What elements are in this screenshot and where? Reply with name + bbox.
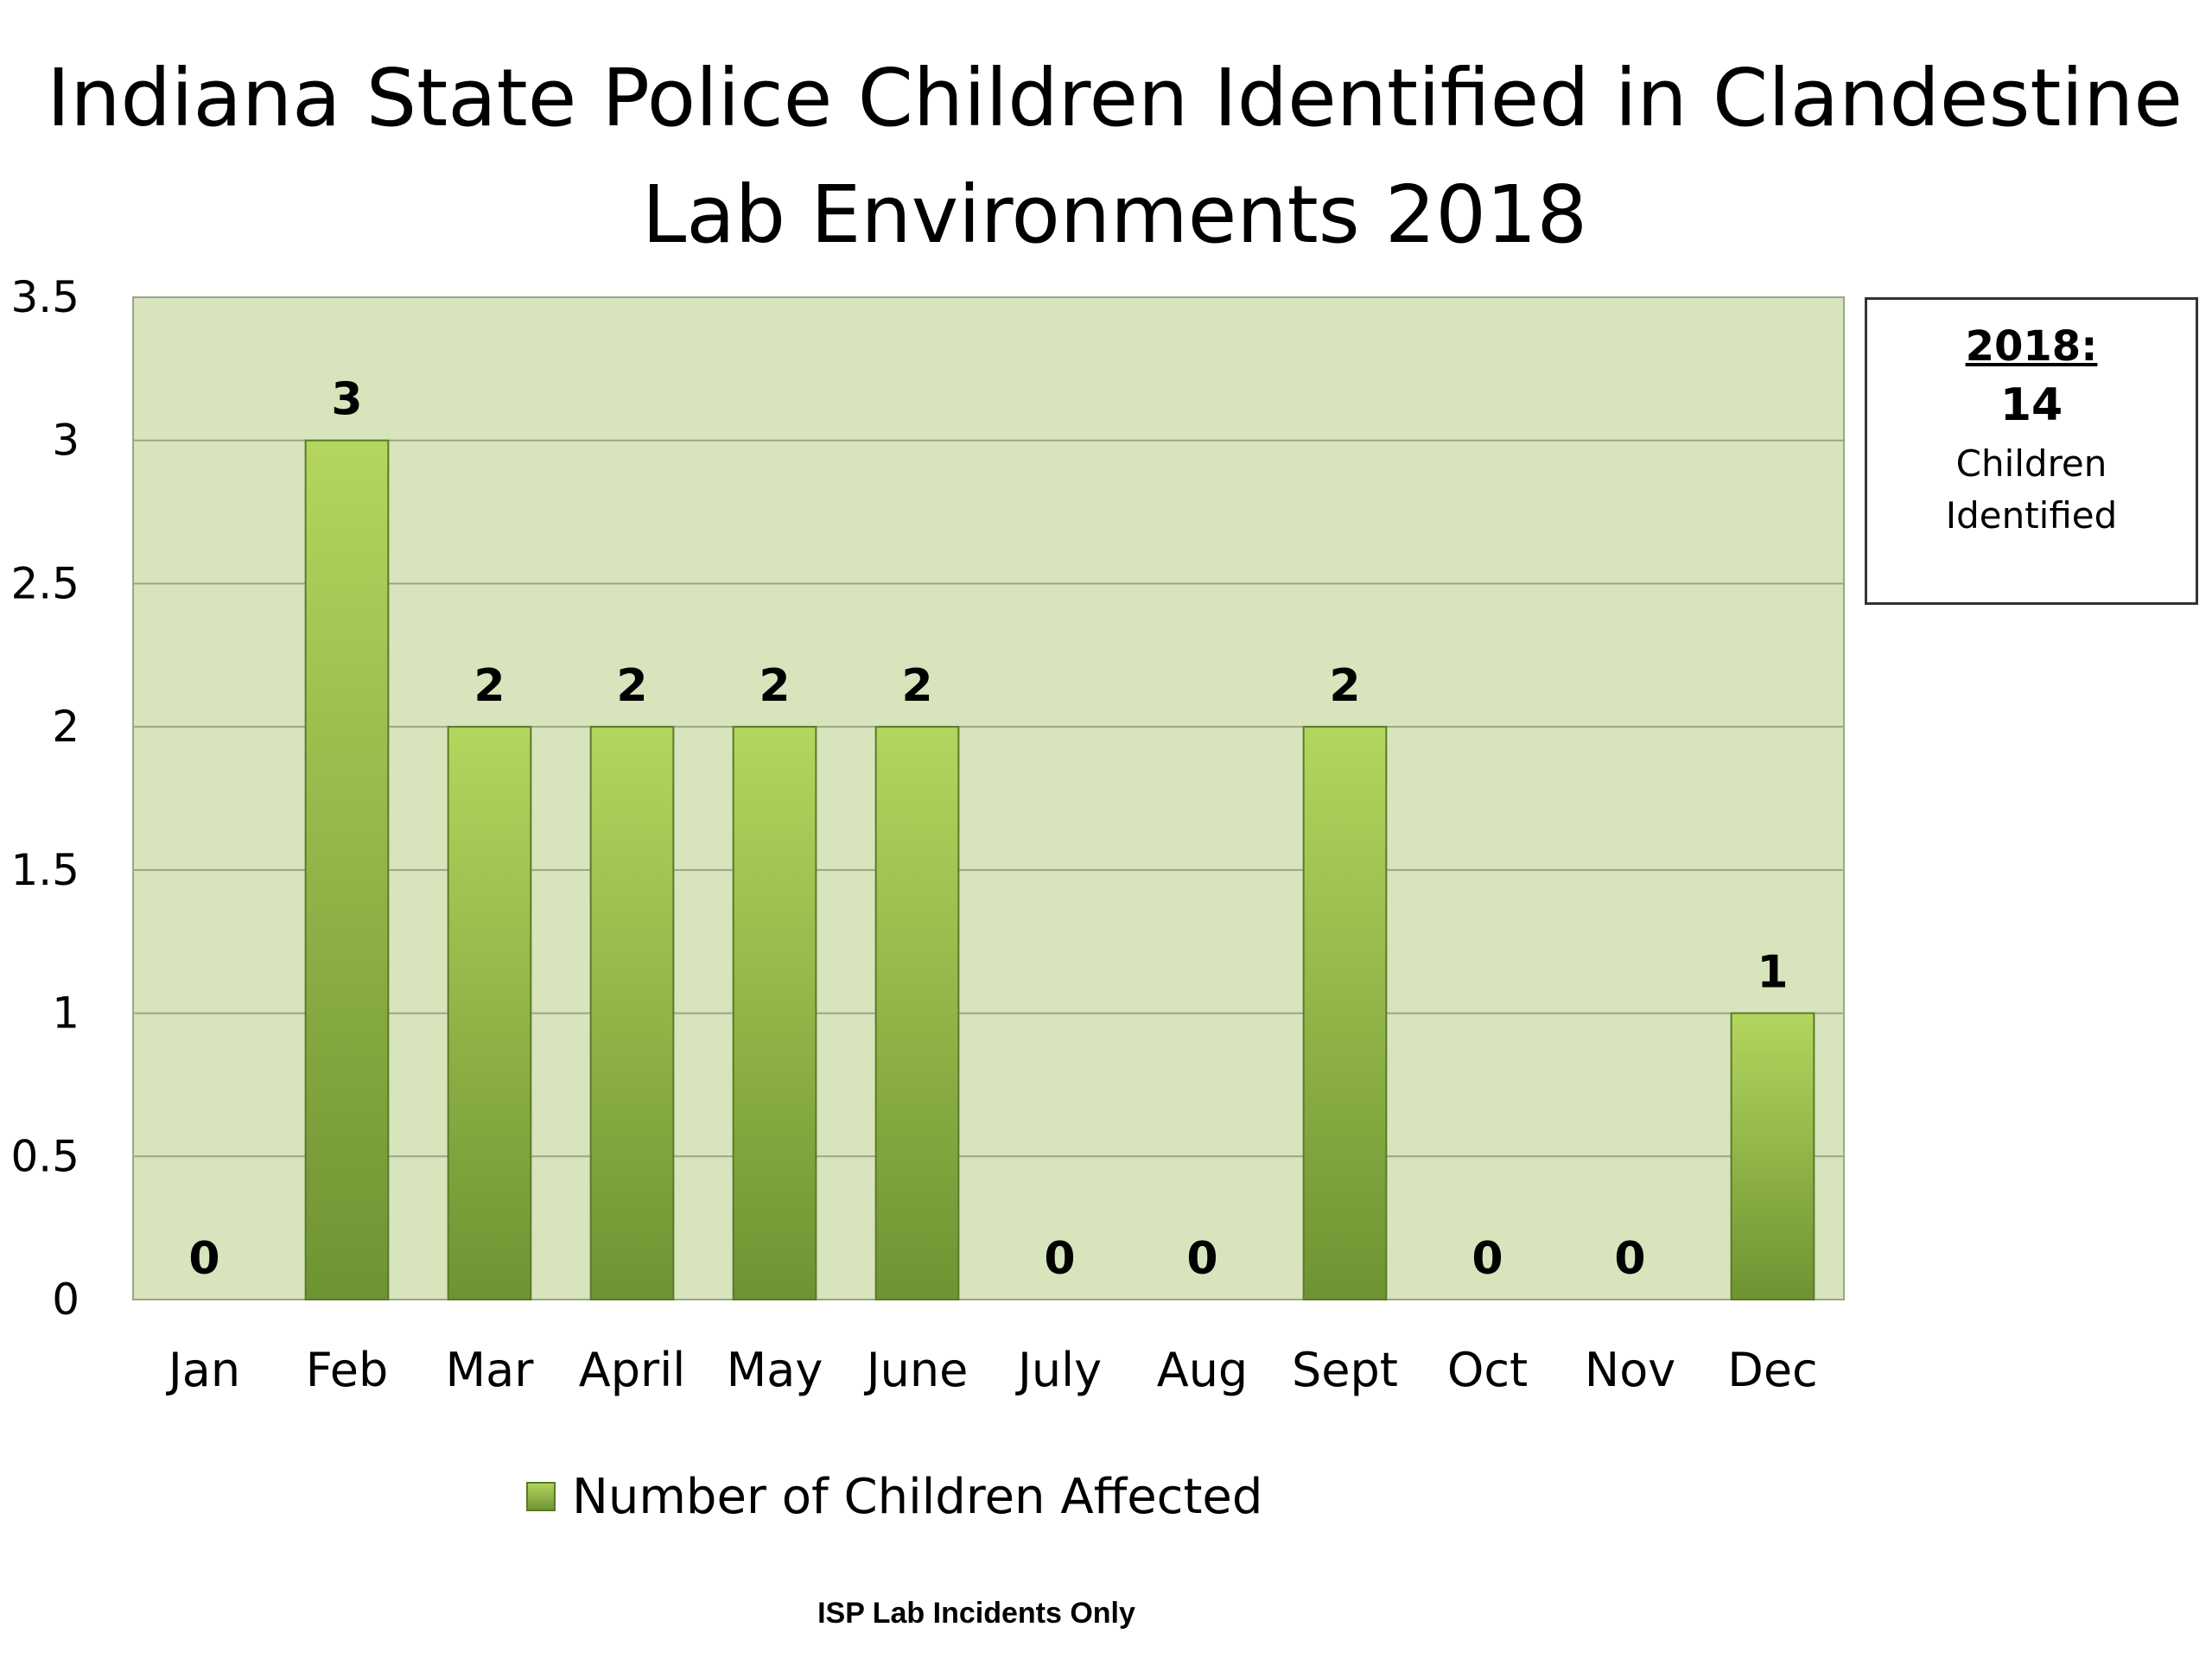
bar — [1302, 726, 1388, 1300]
bar — [304, 439, 390, 1300]
y-tick-label: 1 — [52, 988, 79, 1039]
x-tick-label: Nov — [1585, 1343, 1675, 1397]
y-tick-label: 0.5 — [10, 1131, 79, 1181]
y-tick-label: 3 — [52, 416, 79, 466]
y-tick-label: 0 — [52, 1274, 79, 1325]
summary-box: 2018: 14 Children Identified — [1865, 297, 2198, 605]
bar — [732, 726, 817, 1300]
x-tick-label: Dec — [1727, 1343, 1818, 1397]
data-label: 0 — [1044, 1233, 1075, 1285]
x-axis-ticks: Jan Feb Mar April May June July Aug Sept Oct Nov De… — [166, 1343, 1818, 1397]
x-tick-label: Feb — [306, 1343, 389, 1397]
bar — [874, 726, 960, 1300]
data-label: 2 — [616, 660, 647, 712]
legend-label: Number of Children Affected — [572, 1469, 1262, 1525]
data-label: 0 — [1471, 1233, 1503, 1285]
y-tick-label: 2.5 — [10, 558, 79, 608]
plot-area — [132, 296, 1845, 1300]
x-tick-label: Aug — [1157, 1343, 1248, 1397]
x-tick-label: Oct — [1447, 1343, 1528, 1397]
chart-title-line-1: Indiana State Police Children Identified… — [47, 52, 2183, 144]
x-tick-label: July — [1015, 1343, 1102, 1397]
chart-title-line-2: Lab Environments 2018 — [642, 168, 1587, 261]
x-tick-label: Mar — [446, 1343, 535, 1397]
gridlines — [133, 439, 1844, 1158]
data-label: 2 — [474, 660, 505, 712]
x-tick-label: Jan — [166, 1343, 240, 1397]
data-label: 0 — [188, 1233, 219, 1285]
x-tick-label: April — [579, 1343, 685, 1397]
footnote: ISP Lab Incidents Only — [817, 1597, 1135, 1630]
y-tick-label: 3.5 — [10, 272, 79, 322]
x-tick-label: Sept — [1292, 1343, 1398, 1397]
summary-line-2: Identified — [1945, 494, 2118, 537]
bar — [447, 726, 532, 1300]
data-label: 0 — [1614, 1233, 1645, 1285]
y-tick-label: 2 — [52, 702, 79, 752]
x-tick-label: May — [727, 1343, 823, 1397]
data-labels: 0 3 2 2 2 2 0 0 2 0 0 1 — [188, 374, 1788, 1285]
summary-year: 2018: — [1965, 322, 2098, 371]
data-label: 2 — [1329, 660, 1360, 712]
data-label: 1 — [1757, 947, 1788, 999]
data-label: 2 — [759, 660, 790, 712]
bars — [304, 439, 1815, 1300]
summary-count: 14 — [1999, 379, 2063, 431]
x-tick-label: June — [864, 1343, 969, 1397]
y-axis-ticks: 0 0.5 1 1.5 2 2.5 3 3.5 — [10, 272, 79, 1325]
data-label: 3 — [331, 374, 362, 426]
summary-line-1: Children — [1955, 442, 2107, 485]
bar — [589, 726, 675, 1300]
data-label: 0 — [1186, 1233, 1217, 1285]
data-label: 2 — [901, 660, 932, 712]
legend-swatch — [526, 1482, 556, 1511]
bar — [1730, 1012, 1815, 1300]
y-tick-label: 1.5 — [10, 845, 79, 895]
